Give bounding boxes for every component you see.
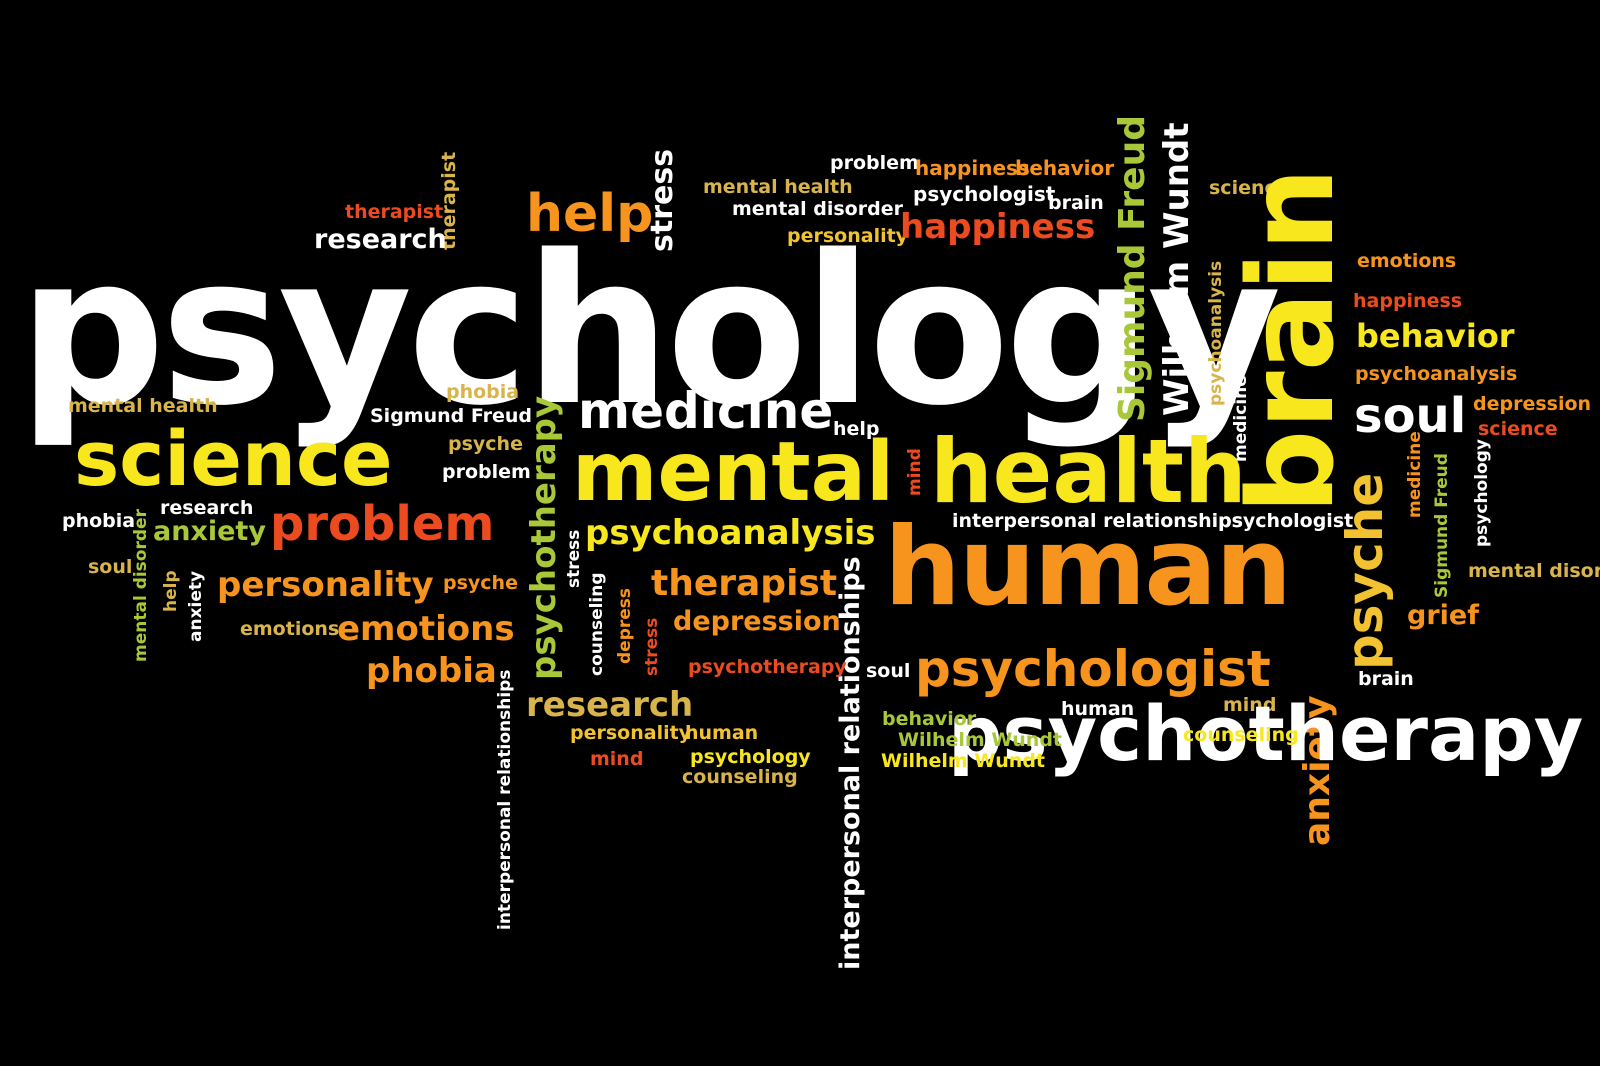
- word-problem-top: problem: [830, 152, 919, 174]
- word-wilhelm-wundt-bottom: psychology: [690, 746, 811, 768]
- word-sigmund-freud-vertical-small: Sigmund Freud: [1432, 453, 1452, 598]
- word-anxiety-vertical: anxiety: [186, 570, 206, 642]
- word-science-main: science: [74, 414, 393, 503]
- word-depress-vertical: depress: [615, 587, 635, 664]
- word-anxiety-left: anxiety: [153, 516, 266, 547]
- word-psychotherapy-red: psychotherapy: [688, 656, 847, 678]
- word-interpersonal-relationships-horizontal: interpersonal relationships: [952, 510, 1244, 532]
- word-problem-left: problem: [442, 461, 531, 483]
- word-behavior-top: behavior: [1015, 156, 1115, 180]
- word-interpersonal-relationships-vertical-left: interpersonal relationships: [495, 669, 515, 930]
- word-grief-right: grief: [1407, 600, 1479, 631]
- word-research: research: [314, 224, 447, 255]
- word-behavior-right: behavior: [1356, 317, 1515, 355]
- word-emotions-main: emotions: [337, 609, 515, 649]
- word-psychoanalysis-right: psychoanalysis: [1355, 363, 1518, 385]
- word-research-left: research: [160, 497, 254, 519]
- word-psychotherapy-vertical: psychotherapy: [524, 395, 564, 680]
- word-grief-small: mental disorder: [1468, 560, 1600, 582]
- word-stress-vertical-red: stress: [642, 617, 662, 676]
- word-mental-health-top: mental health: [703, 176, 853, 198]
- word-psychology-bottom: counseling: [1183, 724, 1299, 746]
- word-mental-disorder-vertical: mental disorder: [131, 509, 151, 662]
- word-mind-main: psychotherapy: [948, 689, 1584, 778]
- word-depression-mid: depression: [673, 606, 841, 637]
- word-depression-right: depression: [1473, 393, 1592, 415]
- word-grief-vertical-top: grief: [1231, 320, 1251, 366]
- word-psyche-left: psyche: [448, 433, 523, 455]
- word-psychoanalysis-vertical: psychoanalysis: [1206, 260, 1226, 406]
- word-medicine-vertical: medicine: [1405, 431, 1425, 518]
- word-help-vertical: help: [161, 570, 181, 612]
- word-mental-disorder-main: research: [526, 685, 694, 725]
- word-emotions: emotions: [1357, 250, 1457, 272]
- word-human-main: human: [884, 505, 1292, 630]
- word-phobia-top: phobia: [446, 381, 520, 403]
- word-mind-vertical: mind: [905, 448, 925, 496]
- word-mental-disorder-top: mental disorder: [732, 198, 903, 220]
- word-psychologist-right: psychologist: [1218, 510, 1354, 532]
- word-human-bottom: Wilhelm Wundt: [881, 750, 1046, 772]
- word-interpersonal-relationships-vertical-main: interpersonal relationships: [835, 556, 866, 970]
- word-happiness-top: happiness: [915, 156, 1030, 180]
- word-sigmund-freud-vertical: Sigmund Freud: [1112, 115, 1153, 422]
- word-stress-vertical: stress: [645, 148, 680, 252]
- word-soul-left: soul: [88, 556, 133, 578]
- word-behavior-bottom: mind: [590, 748, 644, 770]
- word-phobia-left: phobia: [62, 510, 136, 532]
- word-phobia-main: phobia: [366, 651, 497, 691]
- word-happiness-large: happiness: [900, 207, 1096, 247]
- word-psychology-vertical: psychology: [1472, 439, 1492, 547]
- word-wilhelm-wundt-bottom-2: counseling: [682, 766, 798, 788]
- word-personality-main: personality: [217, 565, 434, 605]
- word-medicine-main: medicine: [578, 382, 834, 440]
- word-personality-top: personality: [787, 225, 909, 247]
- word-mental-health-left: mental health: [68, 395, 218, 417]
- word-science-top: science: [1209, 177, 1289, 199]
- word-psychology-main: psychology: [18, 211, 1282, 451]
- word-emotions-small: emotions: [240, 618, 340, 640]
- word-happiness-right: happiness: [1353, 290, 1463, 312]
- word-psychologist-main: psychologist: [915, 640, 1271, 698]
- word-anxiety-bottom: mind: [1223, 694, 1277, 716]
- word-psychoanalysis-main: psychoanalysis: [585, 513, 876, 553]
- word-counseling-vertical: counseling: [587, 572, 607, 676]
- word-soul-mid: soul: [866, 660, 911, 682]
- word-mental-main: mental: [572, 425, 895, 520]
- word-soul-right: soul: [1354, 388, 1467, 444]
- word-problem-main: problem: [270, 496, 495, 552]
- word-help-mid: help: [833, 418, 880, 440]
- word-research-bottom: human: [1061, 698, 1135, 720]
- word-therapist: therapist: [345, 201, 444, 223]
- word-psyche-vertical: psyche: [1336, 472, 1394, 670]
- word-brain-right: brain: [1358, 668, 1414, 690]
- word-mind-small: Wilhelm Wundt: [898, 729, 1063, 751]
- word-science-right: science: [1478, 418, 1558, 440]
- word-personality-bottom: personality: [570, 722, 692, 744]
- word-psychologist-top: psychologist: [913, 182, 1056, 206]
- word-wilhelm-wundt-vertical: Wilhelm Wundt: [1157, 122, 1197, 417]
- word-brain-top: brain: [1048, 192, 1104, 214]
- word-stress-vertical-small: stress: [564, 529, 584, 588]
- word-therapist-main: therapist: [651, 563, 838, 604]
- word-sigmund-freud-left: Sigmund Freud: [370, 405, 533, 427]
- word-human-small: behavior: [882, 708, 977, 730]
- word-psychotherapy-bottom: human: [685, 722, 759, 744]
- word-help: help: [526, 184, 654, 244]
- word-health-main: health: [930, 420, 1247, 523]
- word-psyche-mid: psyche: [443, 572, 518, 594]
